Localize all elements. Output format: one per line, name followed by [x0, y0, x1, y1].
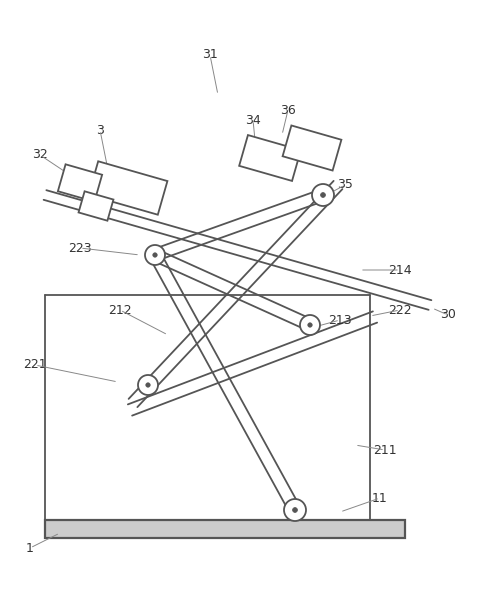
Text: 222: 222	[388, 303, 412, 317]
Bar	[45, 520, 405, 538]
Circle shape	[300, 315, 320, 335]
Circle shape	[138, 375, 158, 395]
Text: 221: 221	[23, 359, 47, 371]
Polygon shape	[282, 126, 341, 171]
Circle shape	[312, 184, 334, 206]
Polygon shape	[79, 192, 113, 221]
Circle shape	[145, 245, 165, 265]
Text: 3: 3	[96, 124, 104, 136]
Text: 30: 30	[440, 308, 456, 321]
Polygon shape	[239, 135, 301, 181]
Text: 35: 35	[337, 178, 353, 192]
Text: 31: 31	[202, 49, 218, 61]
Circle shape	[146, 383, 150, 387]
Text: 36: 36	[280, 104, 296, 117]
Circle shape	[153, 253, 157, 257]
Text: 32: 32	[32, 149, 48, 161]
Text: 11: 11	[372, 491, 388, 505]
Text: 1: 1	[26, 541, 34, 555]
Text: 213: 213	[328, 314, 352, 327]
Text: 223: 223	[68, 242, 92, 255]
Polygon shape	[58, 164, 102, 202]
Text: 34: 34	[245, 114, 261, 127]
Circle shape	[321, 193, 326, 198]
Text: 214: 214	[388, 264, 412, 277]
Polygon shape	[88, 161, 167, 215]
Text: 211: 211	[373, 443, 397, 456]
Text: 212: 212	[108, 303, 132, 317]
Circle shape	[308, 323, 312, 327]
Circle shape	[284, 499, 306, 521]
Circle shape	[293, 508, 297, 512]
